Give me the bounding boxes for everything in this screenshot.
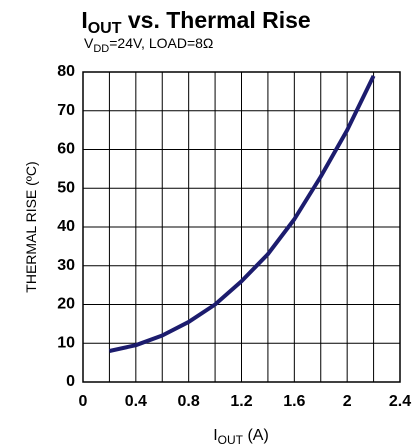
- x-label-part: I: [213, 427, 217, 444]
- x-tick-label: 2: [343, 393, 352, 410]
- x-axis-label: IOUT (A): [213, 427, 269, 447]
- y-tick-label: 10: [57, 334, 75, 351]
- subtitle-sub: DD: [93, 43, 109, 55]
- x-tick-label: 1.6: [283, 393, 305, 410]
- subtitle: VDD=24V, LOAD=8Ω: [84, 35, 213, 55]
- title-part: I: [81, 7, 87, 33]
- y-tick-label: 30: [57, 257, 75, 274]
- data-line: [108, 74, 376, 353]
- title-sub: OUT: [88, 20, 122, 37]
- x-tick-label: 2.4: [389, 393, 411, 410]
- x-tick-label: 0.8: [178, 393, 200, 410]
- y-axis-label: THERMAL RISE (ºC): [23, 161, 39, 292]
- title-part: vs. Thermal Rise: [121, 7, 310, 33]
- subtitle-part: =24V, LOAD=8Ω: [109, 35, 213, 51]
- x-tick-label: 0: [79, 393, 88, 410]
- x-label-part: (A): [243, 427, 269, 444]
- plot-frame: [82, 71, 401, 383]
- x-tick-label: 0.4: [125, 393, 147, 410]
- subtitle-part: V: [84, 35, 94, 51]
- x-tick-label: 1.2: [230, 393, 252, 410]
- y-tick-label: 70: [57, 102, 75, 119]
- y-tick-label: 0: [66, 373, 75, 390]
- y-tick-label: 60: [57, 141, 75, 158]
- x-label-sub: OUT: [218, 433, 244, 447]
- y-tick-label: 80: [57, 63, 75, 80]
- chart-title: IOUT vs. Thermal Rise: [81, 7, 310, 37]
- y-tick-label: 40: [57, 218, 75, 235]
- y-tick-label: 20: [57, 296, 75, 313]
- y-tick-label: 50: [57, 179, 75, 196]
